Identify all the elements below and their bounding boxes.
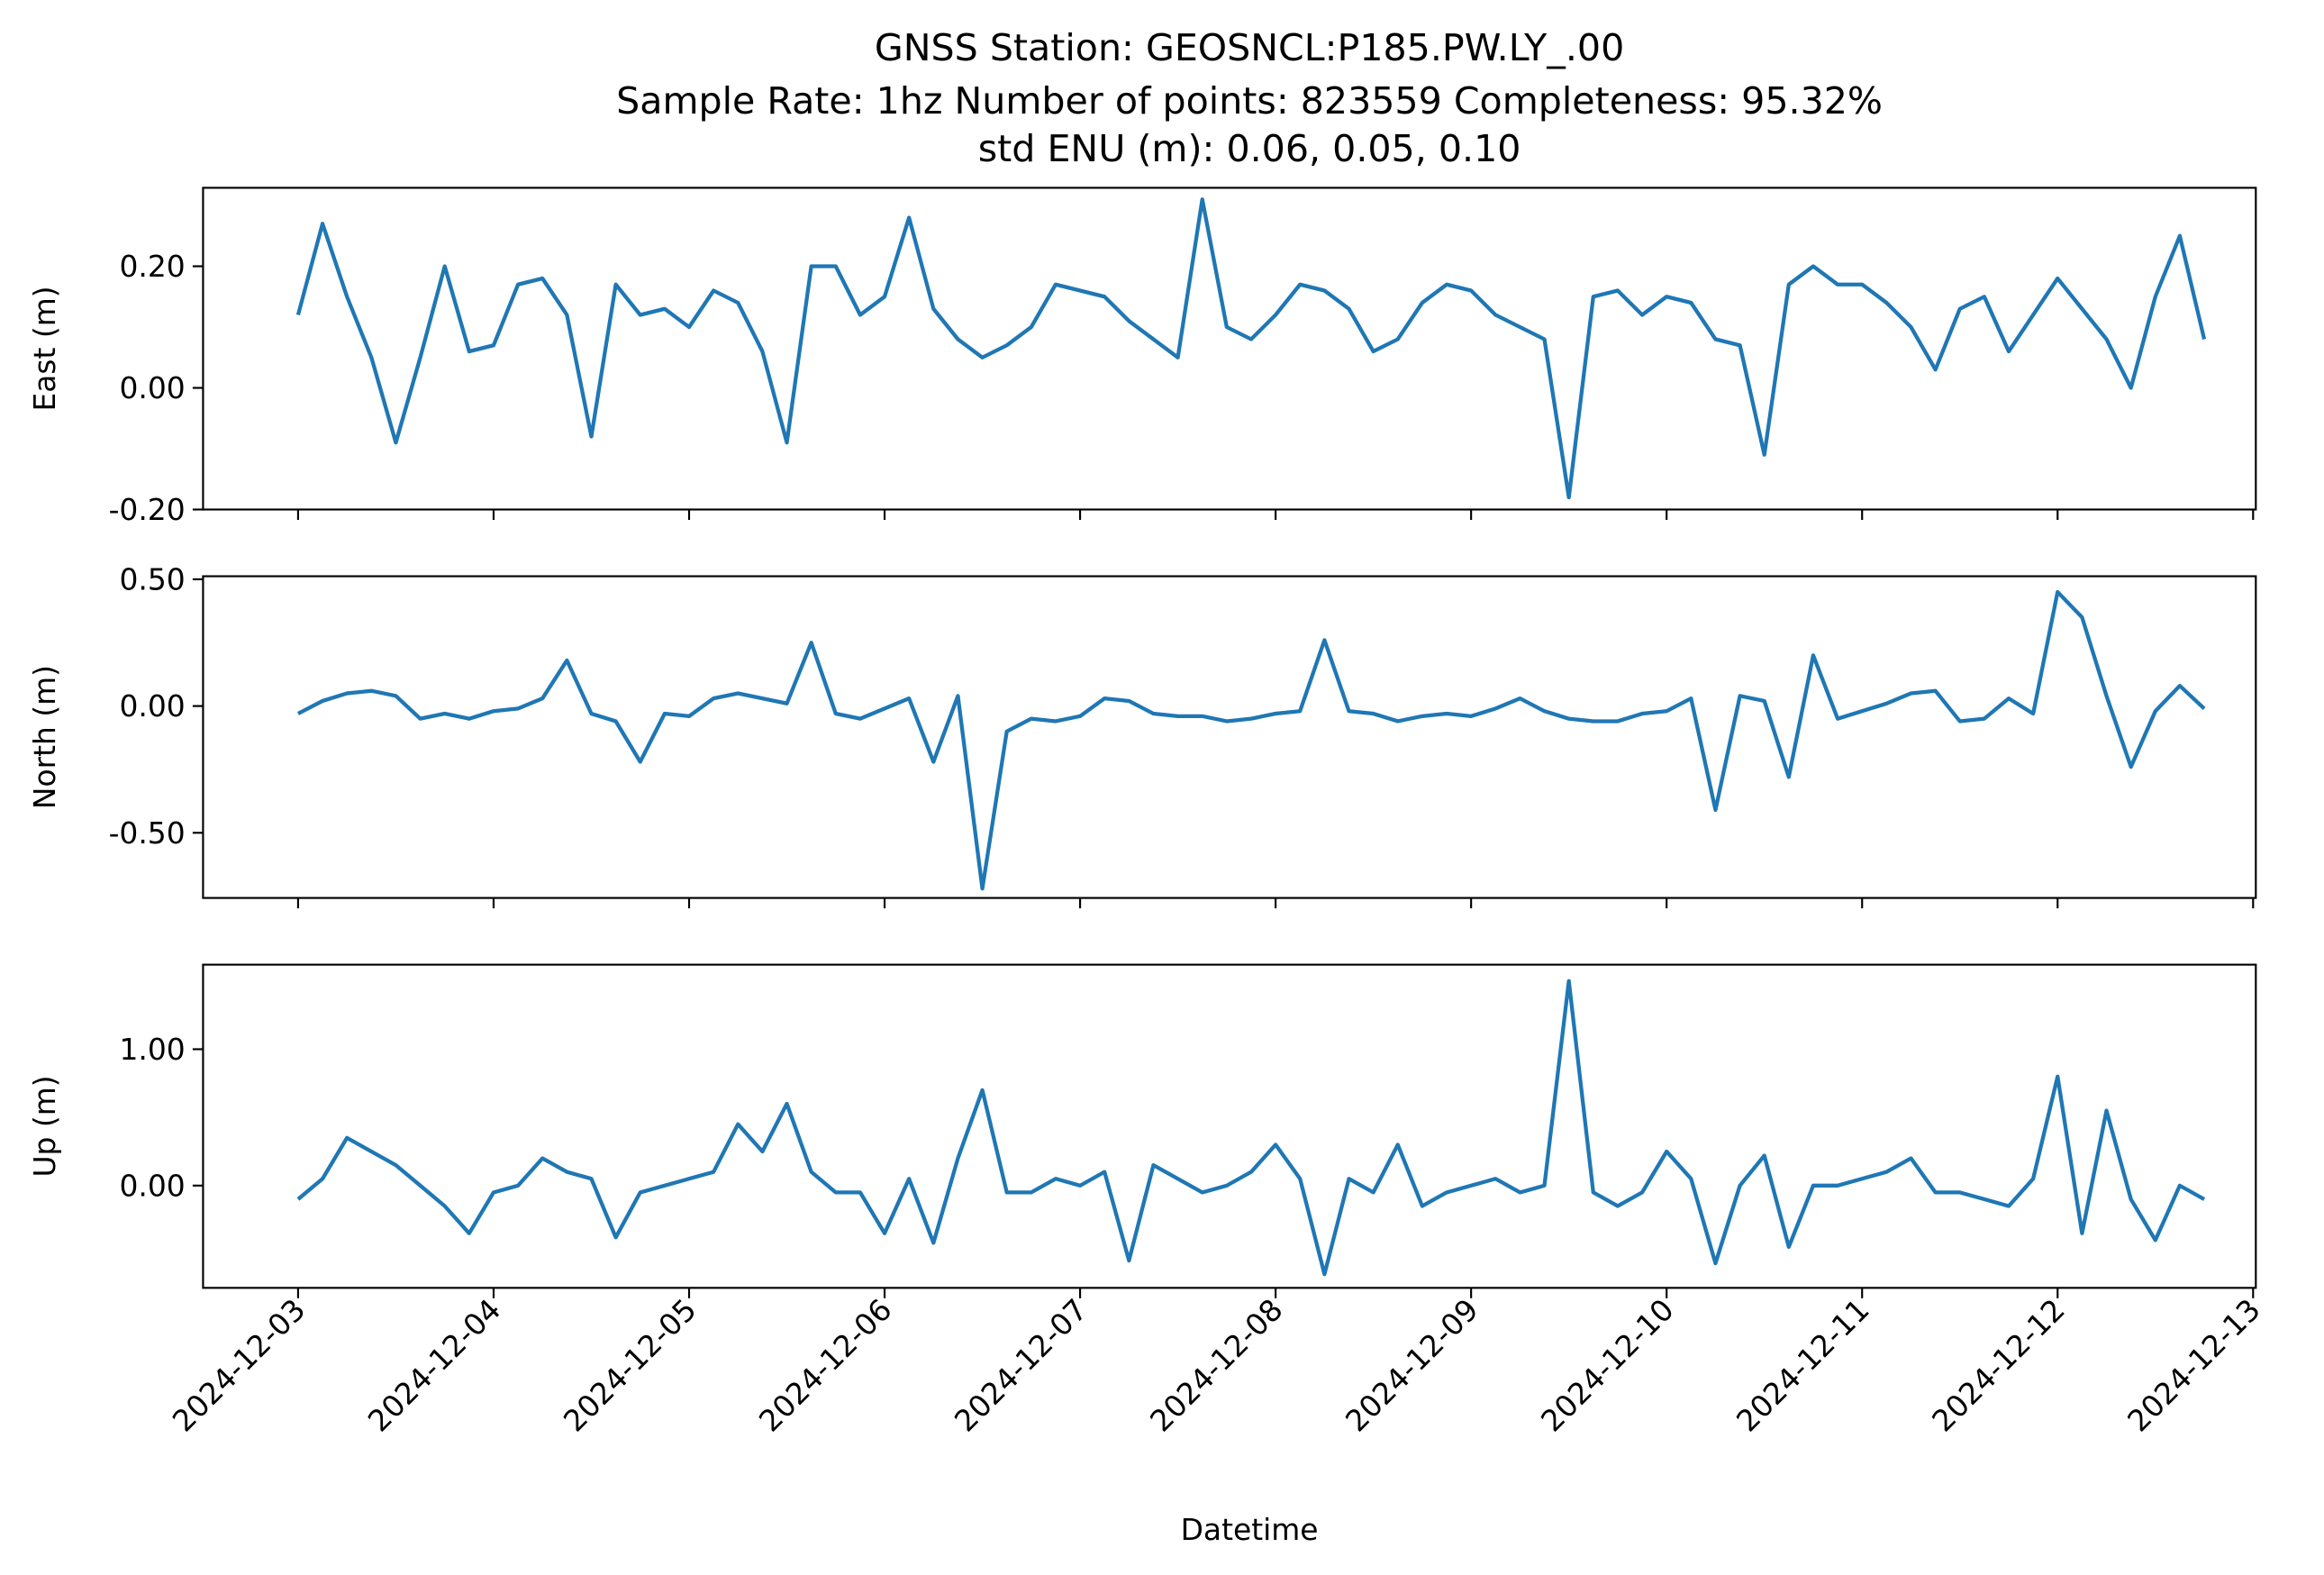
chart-title: GNSS Station: GEOSNCL:P185.PW.LY_.00 — [875, 26, 1624, 69]
chart-subtitle: std ENU (m): 0.06, 0.05, 0.10 — [978, 127, 1521, 170]
data-line — [296, 979, 2206, 1277]
y-tick-label: -0.50 — [109, 815, 186, 851]
y-tick-label: -0.20 — [109, 492, 186, 527]
y-tick-label: 0.20 — [119, 249, 185, 284]
y-tick-label: 0.00 — [119, 370, 185, 405]
data-line — [295, 197, 2207, 500]
x-tick-label: 2024-12-13 — [2120, 1292, 2267, 1439]
y-tick-label: 0.00 — [119, 688, 185, 724]
x-tick-label: 2024-12-08 — [1143, 1292, 1290, 1439]
axes-frame — [202, 575, 2257, 899]
y-axis-label: Up (m) — [27, 1075, 62, 1177]
y-tick-label: 0.00 — [119, 1168, 185, 1203]
y-axis-label: East (m) — [27, 286, 62, 411]
x-tick-label: 2024-12-04 — [361, 1292, 508, 1439]
data-line — [296, 589, 2206, 891]
x-tick-label: 2024-12-10 — [1534, 1292, 1681, 1439]
x-tick-label: 2024-12-11 — [1729, 1292, 1876, 1439]
x-tick-label: 2024-12-12 — [1925, 1292, 2072, 1439]
x-axis-label: Datetime — [1181, 1512, 1319, 1547]
x-tick-label: 2024-12-03 — [166, 1292, 313, 1439]
chart-subtitle: Sample Rate: 1hz Number of points: 82355… — [616, 79, 1883, 123]
y-tick-label: 0.50 — [119, 561, 185, 596]
x-tick-label: 2024-12-09 — [1339, 1292, 1485, 1439]
x-tick-label: 2024-12-05 — [557, 1292, 704, 1439]
plot-area — [295, 197, 2207, 500]
plot-area — [296, 589, 2206, 891]
axes-frame — [202, 963, 2257, 1289]
x-tick-label: 2024-12-06 — [752, 1292, 899, 1439]
y-axis-label: North (m) — [27, 665, 62, 809]
y-tick-label: 1.00 — [119, 1032, 185, 1067]
x-tick-label: 2024-12-07 — [948, 1292, 1094, 1439]
plot-area — [296, 979, 2206, 1277]
axes-frame — [202, 187, 2257, 511]
